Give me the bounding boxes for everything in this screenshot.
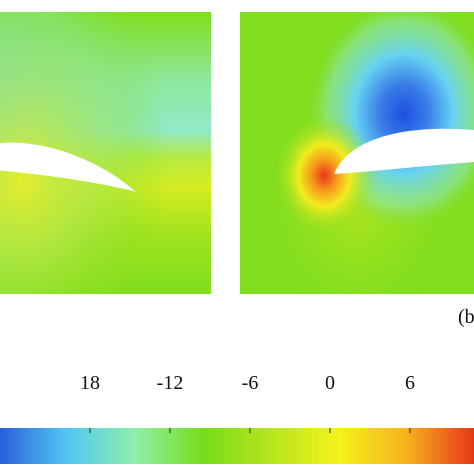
colorbar-ticks (89, 428, 411, 433)
airfoil-b (334, 128, 474, 174)
panel-b-label: (b (458, 306, 474, 328)
colorbar-tick-label: 6 (405, 372, 415, 394)
colorbar-gradient (0, 428, 474, 464)
colorbar-tick-label: 18 (80, 372, 100, 394)
contour-panel-a (0, 12, 211, 294)
colorbar-tick-label: -6 (241, 372, 259, 394)
colorbar-legend: 18 -12 -6 0 6 (0, 372, 474, 472)
colorbar-tick-label: 0 (325, 372, 335, 394)
contour-plot-a (0, 12, 211, 294)
colorbar-tick-label: -12 (156, 372, 184, 394)
contour-plot-b (240, 12, 474, 294)
airfoil-a (0, 142, 136, 192)
contour-panel-b (240, 12, 474, 294)
colorbar-fill (0, 428, 474, 464)
